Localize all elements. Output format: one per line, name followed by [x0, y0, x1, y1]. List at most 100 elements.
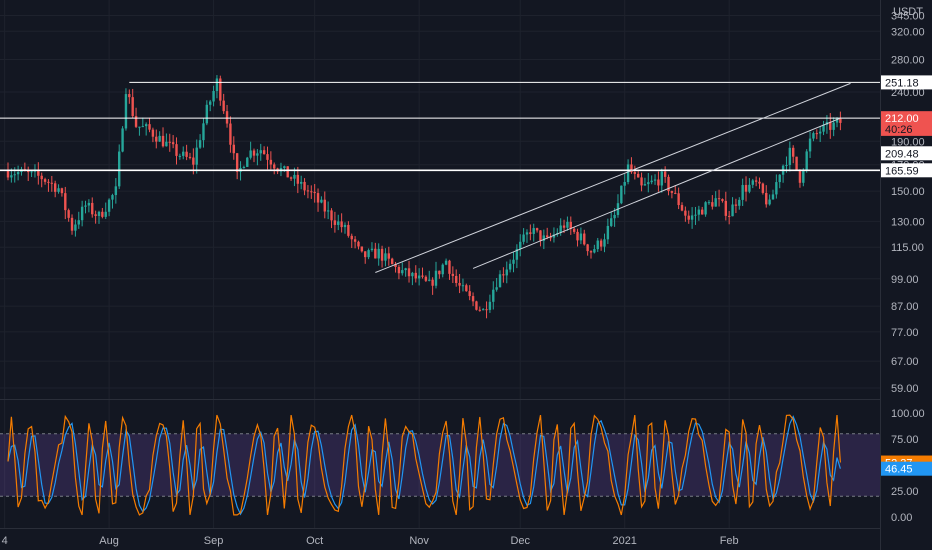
candle-body — [273, 164, 276, 169]
candle-body — [141, 126, 144, 128]
candle-body — [613, 214, 616, 219]
candle-body — [70, 217, 74, 231]
oscillator-series — [7, 414, 841, 516]
candle-body — [775, 182, 778, 195]
candle-body — [40, 175, 43, 180]
candle-body — [532, 228, 535, 234]
time-tick-label: Aug — [99, 535, 119, 547]
candle-body — [444, 260, 448, 265]
oscillator-tick-label: 75.00 — [891, 434, 919, 446]
candle-body — [441, 264, 444, 275]
candle-body — [87, 202, 91, 206]
candle-body — [37, 170, 40, 176]
candle-body — [606, 225, 610, 240]
candle-body — [633, 172, 637, 174]
candle-body — [765, 192, 768, 205]
candle-body — [839, 118, 842, 123]
candle-body — [158, 135, 161, 142]
candle-body — [670, 191, 674, 193]
candle-body — [650, 180, 653, 183]
candle-body — [377, 248, 380, 259]
price-tag-label: 251.18 — [885, 77, 919, 89]
candle-body — [589, 251, 593, 253]
candle-body — [748, 184, 751, 192]
time-tick-label: Nov — [409, 535, 429, 547]
candle-body — [599, 240, 603, 247]
candle-body — [478, 309, 481, 311]
candle-body — [185, 151, 188, 157]
candle-body — [320, 199, 323, 203]
candle-body — [397, 266, 401, 274]
candle-body — [104, 211, 107, 217]
candle-body — [667, 176, 670, 192]
price-tick-label: 190.00 — [891, 136, 925, 148]
price-tick-label: 67.00 — [891, 356, 919, 368]
trendline[interactable] — [472, 117, 841, 269]
candle-body — [724, 200, 728, 216]
candle-body — [175, 144, 178, 156]
candle-body — [205, 104, 209, 124]
candle-body — [596, 240, 599, 250]
candle-body — [337, 221, 340, 225]
candle-body — [357, 241, 360, 247]
candle-body — [815, 133, 818, 135]
candle-body — [586, 244, 589, 252]
oscillator-band-fill — [0, 433, 880, 497]
candle-body — [475, 301, 478, 310]
candle-body — [727, 215, 731, 217]
candle-body — [161, 135, 165, 147]
candle-body — [768, 199, 771, 205]
candle-body — [458, 282, 461, 286]
candle-body — [340, 221, 343, 228]
candle-body — [13, 174, 16, 176]
price-tick-label: 99.00 — [891, 274, 919, 286]
candle-body — [579, 233, 583, 241]
candle-body — [401, 270, 404, 274]
candle-body — [262, 150, 266, 155]
candle-body — [508, 263, 512, 270]
candle-body — [771, 194, 775, 200]
candle-body — [461, 285, 465, 287]
candle-body — [572, 228, 576, 232]
candle-body — [256, 153, 259, 156]
candle-body — [421, 275, 424, 277]
candle-body — [542, 235, 546, 241]
candle-body — [94, 214, 97, 216]
candle-body — [714, 198, 717, 207]
candle-body — [367, 250, 370, 258]
candle-body — [57, 188, 60, 192]
price-tag — [881, 163, 932, 178]
candle-body — [97, 211, 101, 216]
candle-body — [778, 174, 781, 183]
trendline[interactable] — [375, 82, 851, 273]
candle-body — [701, 209, 704, 215]
candle-body — [788, 147, 792, 165]
candle-body — [296, 174, 300, 184]
candle-body — [798, 169, 802, 183]
candle-body — [636, 173, 640, 178]
price-tick-label: 240.00 — [891, 87, 925, 99]
candle-body — [832, 122, 835, 130]
candle-body — [202, 123, 205, 141]
candle-body — [744, 184, 748, 192]
candle-body — [795, 156, 798, 170]
candle-body — [67, 210, 70, 218]
candle-body — [249, 150, 252, 158]
candle-body — [620, 185, 623, 204]
candle-body — [299, 181, 303, 184]
candle-body — [569, 221, 572, 229]
candle-body — [805, 151, 808, 171]
candle-body — [188, 156, 192, 158]
candle-body — [101, 211, 104, 217]
candle-body — [168, 141, 171, 143]
candle-body — [144, 124, 148, 127]
oscillator-tick-label: 100.00 — [891, 408, 925, 420]
time-axis[interactable]: 4 Aug Sep Oct Nov Dec 2021 Feb — [2, 535, 739, 547]
candle-body — [697, 209, 701, 215]
price-tick-label: 345.00 — [891, 10, 925, 22]
price-tag — [881, 75, 932, 90]
candle-body — [690, 215, 694, 220]
drawn-lines — [0, 81, 880, 273]
